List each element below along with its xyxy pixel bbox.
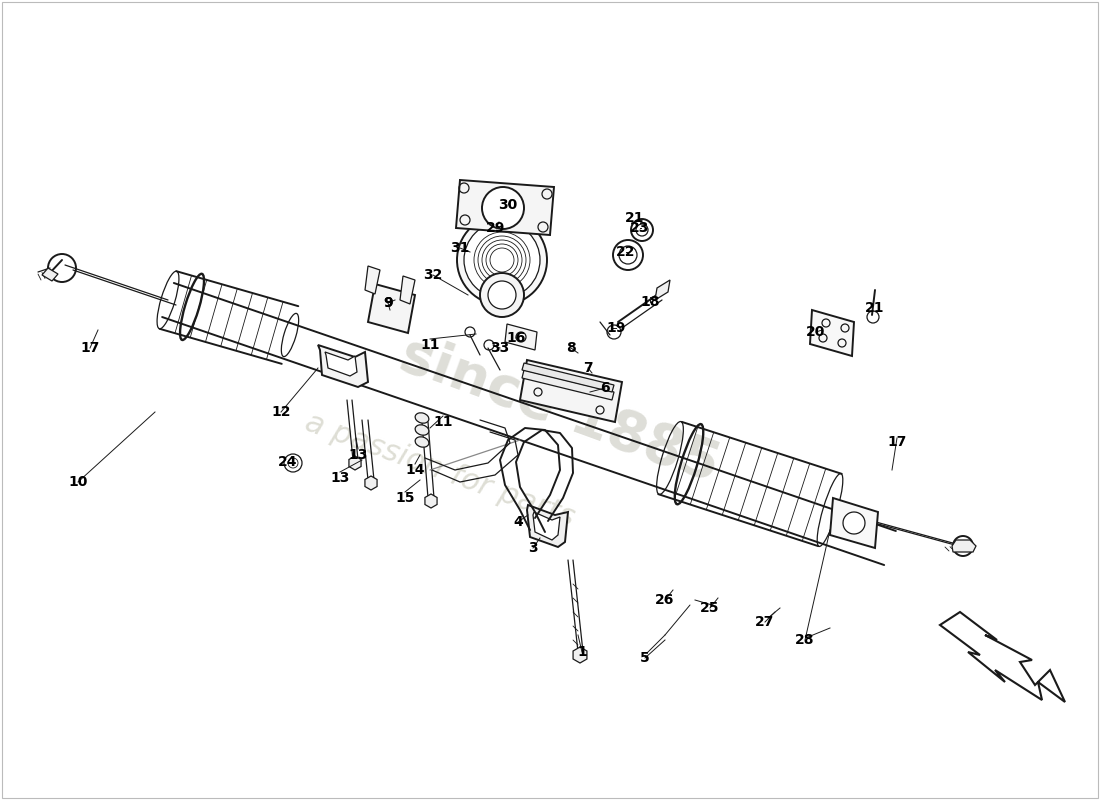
Text: 14: 14 (405, 463, 425, 477)
Text: 21: 21 (866, 301, 884, 315)
Text: 22: 22 (616, 245, 636, 259)
Text: 30: 30 (498, 198, 518, 212)
Polygon shape (527, 505, 568, 547)
Text: 11: 11 (420, 338, 440, 352)
Polygon shape (534, 512, 560, 540)
Polygon shape (940, 612, 1065, 702)
Text: 20: 20 (806, 325, 826, 339)
Ellipse shape (482, 187, 524, 229)
Text: 29: 29 (486, 221, 506, 235)
Text: 23: 23 (630, 221, 650, 235)
Polygon shape (425, 494, 437, 508)
Text: since 1885: since 1885 (393, 327, 727, 493)
Polygon shape (830, 498, 878, 548)
Ellipse shape (843, 512, 865, 534)
Text: 13: 13 (349, 448, 367, 462)
Polygon shape (42, 268, 58, 281)
Polygon shape (324, 352, 358, 376)
Ellipse shape (415, 413, 429, 423)
Text: 17: 17 (80, 341, 100, 355)
Ellipse shape (415, 437, 429, 447)
Polygon shape (365, 476, 377, 490)
Text: 27: 27 (756, 615, 774, 629)
Polygon shape (456, 180, 554, 235)
Polygon shape (505, 324, 537, 350)
Text: 6: 6 (601, 381, 609, 395)
Polygon shape (318, 345, 368, 387)
Text: 17: 17 (888, 435, 906, 449)
Text: 26: 26 (656, 593, 674, 607)
Text: 11: 11 (433, 415, 453, 429)
Polygon shape (952, 540, 976, 552)
Polygon shape (522, 370, 614, 400)
Text: 10: 10 (68, 475, 88, 489)
Text: 16: 16 (506, 331, 526, 345)
Text: 33: 33 (491, 341, 509, 355)
Polygon shape (573, 647, 587, 663)
Polygon shape (520, 360, 621, 422)
Circle shape (480, 273, 524, 317)
Polygon shape (522, 363, 614, 392)
Text: 19: 19 (606, 321, 626, 335)
Circle shape (456, 215, 547, 305)
Text: 8: 8 (566, 341, 576, 355)
Polygon shape (365, 266, 380, 294)
Polygon shape (400, 276, 415, 304)
Text: 5: 5 (640, 651, 650, 665)
Text: a passion for parts: a passion for parts (301, 408, 579, 532)
Polygon shape (654, 280, 670, 300)
Text: 9: 9 (383, 296, 393, 310)
Polygon shape (368, 284, 415, 333)
Text: 18: 18 (640, 295, 660, 309)
Text: 7: 7 (583, 361, 593, 375)
Text: 13: 13 (330, 471, 350, 485)
Circle shape (464, 222, 540, 298)
Text: 31: 31 (450, 241, 470, 255)
Circle shape (488, 281, 516, 309)
Text: 21: 21 (625, 211, 645, 225)
Text: 9: 9 (383, 296, 393, 310)
Text: 25: 25 (701, 601, 719, 615)
Text: 32: 32 (424, 268, 442, 282)
Ellipse shape (516, 332, 526, 342)
Ellipse shape (415, 425, 429, 435)
Text: 4: 4 (513, 515, 522, 529)
Polygon shape (810, 310, 854, 356)
Text: 3: 3 (528, 541, 538, 555)
Text: 12: 12 (272, 405, 290, 419)
Text: 28: 28 (795, 633, 815, 647)
Text: 24: 24 (278, 455, 298, 469)
Text: 15: 15 (395, 491, 415, 505)
Text: 1: 1 (578, 645, 587, 659)
Polygon shape (349, 456, 361, 470)
